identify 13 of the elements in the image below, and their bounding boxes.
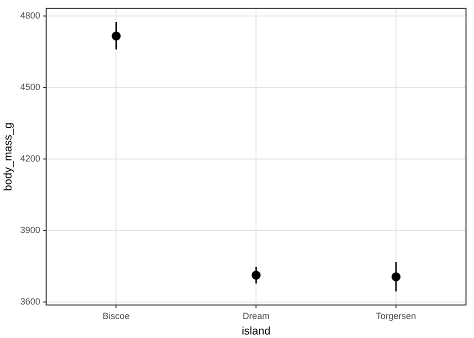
y-tick-label: 4500 (20, 82, 40, 92)
y-tick-label: 3900 (20, 225, 40, 236)
x-tick-label: Biscoe (102, 310, 130, 321)
point (252, 270, 261, 280)
x-axis-title: island (242, 325, 270, 338)
y-axis-title: body_mass_g (2, 122, 15, 191)
x-tick-label: Dream (242, 310, 270, 321)
y-tick-label: 3600 (20, 296, 40, 307)
point (112, 32, 121, 41)
point (392, 272, 401, 282)
x-tick-label: Torgersen (376, 310, 416, 321)
y-tick-label: 4200 (20, 154, 40, 164)
y-tick-label: 4800 (20, 10, 40, 21)
